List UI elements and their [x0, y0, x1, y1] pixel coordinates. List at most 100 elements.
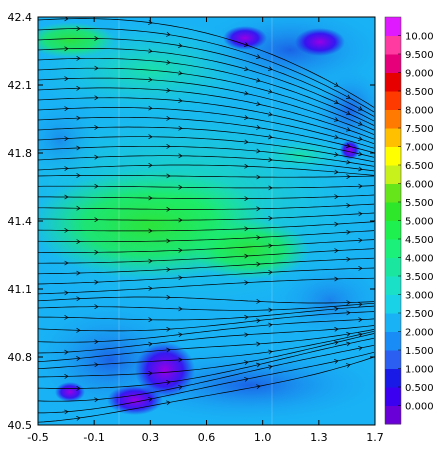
colorbar-label: 8.500	[405, 87, 433, 98]
streamline-arrow	[244, 66, 249, 72]
streamline	[38, 203, 375, 210]
x-tick-label: 1.0	[254, 431, 272, 444]
streamline-arrow	[76, 205, 81, 211]
streamline-arrow	[64, 373, 69, 379]
streamline-arrow	[64, 315, 69, 320]
streamline-arrow	[94, 217, 99, 223]
colorbar-label: 9.500	[405, 50, 433, 61]
streamline-arrow	[244, 196, 249, 201]
y-tick-label: 41.1	[8, 283, 33, 296]
streamline-arrow	[334, 169, 339, 175]
streamline-arrow	[358, 317, 363, 323]
streamline	[38, 48, 375, 122]
streamline-arrow	[148, 162, 153, 168]
streamline-arrow	[64, 409, 69, 415]
streamline	[38, 38, 375, 117]
streamline-arrow	[76, 415, 81, 421]
x-tick-label: -0.1	[83, 431, 104, 444]
streamline-arrow	[76, 386, 81, 391]
streamline-arrow	[268, 322, 273, 328]
streamline-arrow	[148, 228, 153, 234]
streamline-arrow	[178, 98, 183, 104]
streamline-arrow	[244, 377, 249, 382]
teal-east	[250, 137, 350, 173]
purple-north-1	[223, 26, 267, 50]
streamline	[38, 337, 375, 389]
streamline-arrow	[268, 215, 273, 221]
colorbar-label: 3.500	[405, 272, 433, 283]
streamline	[38, 277, 375, 295]
streamline-arrow	[166, 400, 171, 406]
colorbar-swatch	[385, 294, 401, 314]
streamline-arrow	[334, 194, 339, 200]
colorbar-label: 1.000	[405, 365, 433, 376]
streamline-arrow	[178, 153, 183, 159]
colorbar: 0.000 0.500 1.000 1.500 2.000 2.500 3.000 3.500…	[384, 16, 433, 425]
colorbar-swatch	[385, 257, 401, 277]
streamline-arrow	[334, 134, 339, 140]
streamline	[38, 305, 375, 321]
y-tick-label: 41.8	[8, 147, 33, 160]
streamline-arrow	[256, 101, 261, 107]
streamline	[38, 230, 375, 243]
streamline-arrow	[166, 206, 171, 212]
streamline	[38, 325, 375, 354]
colorbar-swatch	[385, 202, 401, 221]
streamline-arrow	[358, 332, 363, 338]
streamline-arrow	[148, 370, 153, 376]
streamline-arrow	[64, 136, 69, 141]
streamline-arrow	[268, 307, 273, 313]
streamline-arrow	[346, 143, 351, 149]
streamline-arrow	[358, 211, 363, 217]
streamline-arrow	[333, 82, 339, 87]
streamline-arrow	[148, 48, 153, 54]
colorbar-label: 6.000	[405, 180, 433, 191]
streamline	[38, 136, 375, 163]
streamline-arrow	[64, 166, 69, 171]
streamline	[38, 356, 375, 423]
green-core-east	[190, 220, 310, 280]
streamline-arrow	[244, 90, 249, 96]
streamline	[38, 97, 375, 145]
colorbar-label: 10.00	[405, 32, 433, 43]
y-tick-label: 40.5	[8, 419, 33, 432]
streamline-arrow	[268, 185, 273, 191]
x-tick-label: 0.3	[142, 431, 160, 444]
colorbar-label: 7.000	[405, 143, 433, 154]
streamline-arrow	[244, 163, 249, 169]
streamline-arrow	[178, 306, 183, 312]
streamline-arrow	[94, 65, 99, 71]
streamline-arrow	[244, 314, 249, 320]
streamline-arrow	[346, 174, 351, 179]
streamline-arrow	[94, 397, 99, 403]
streamline-arrow	[244, 115, 249, 120]
colorbar-swatch	[385, 91, 401, 110]
streamline-arrow	[346, 341, 351, 347]
streamline	[38, 77, 375, 135]
streamline	[38, 107, 375, 149]
streamline	[38, 330, 375, 370]
streamline-arrow	[178, 125, 183, 131]
streamline-arrow	[76, 270, 81, 276]
streamline-arrow	[268, 243, 273, 249]
colorbar-label: 4.500	[405, 235, 433, 246]
streamline-arrow	[334, 326, 339, 332]
streamline	[38, 175, 375, 178]
streamline-arrow	[94, 154, 99, 160]
streamline-arrow	[76, 356, 81, 361]
streamline	[38, 57, 375, 126]
streamline-arrow	[244, 253, 249, 259]
streamline-arrow	[148, 134, 153, 140]
streamline	[38, 87, 375, 140]
colorbar-swatch	[385, 17, 401, 36]
colorbar-swatch	[385, 183, 401, 203]
colorbar-swatch	[385, 109, 401, 129]
streamline-arrow	[346, 127, 351, 132]
streamline-arrow	[148, 397, 153, 402]
streamline-arrow	[358, 265, 363, 271]
streamline-arrow	[64, 194, 69, 200]
colorbar-swatch	[385, 313, 401, 332]
streamline-arrow	[166, 59, 171, 65]
streamline-arrow	[256, 362, 261, 368]
